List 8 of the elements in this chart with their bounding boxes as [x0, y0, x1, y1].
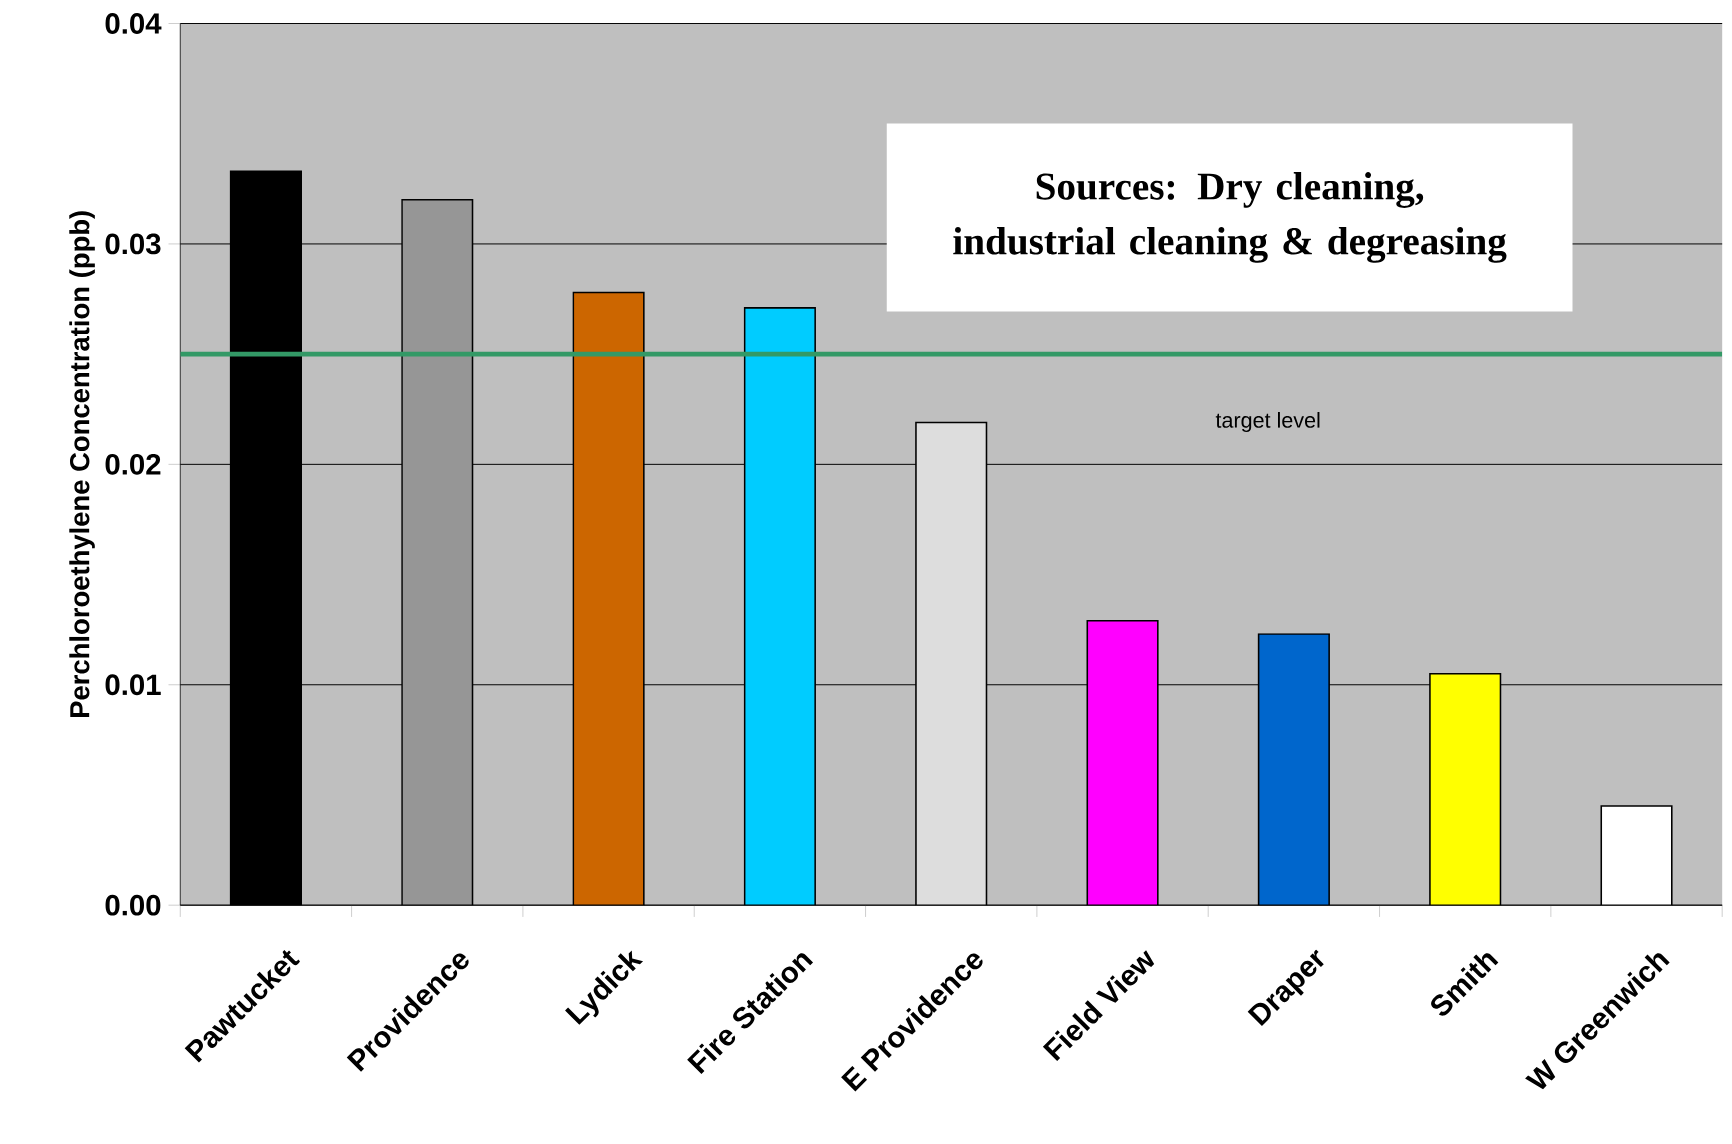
y-tick-label: 0.02 — [105, 453, 161, 475]
ref-line-label: target level — [1215, 411, 1320, 432]
y-tick-label: 0.00 — [105, 894, 161, 916]
y-tick-label: 0.01 — [105, 674, 161, 696]
y-tick-label: 0.04 — [105, 13, 162, 34]
annotation: Sources: Dry cleaning, industrial cleaning & degreasing — [953, 172, 1507, 263]
y-axis-title: Perchloroethylene Concentration (ppb) — [69, 211, 95, 717]
y-tick-label: 0.03 — [105, 233, 161, 255]
